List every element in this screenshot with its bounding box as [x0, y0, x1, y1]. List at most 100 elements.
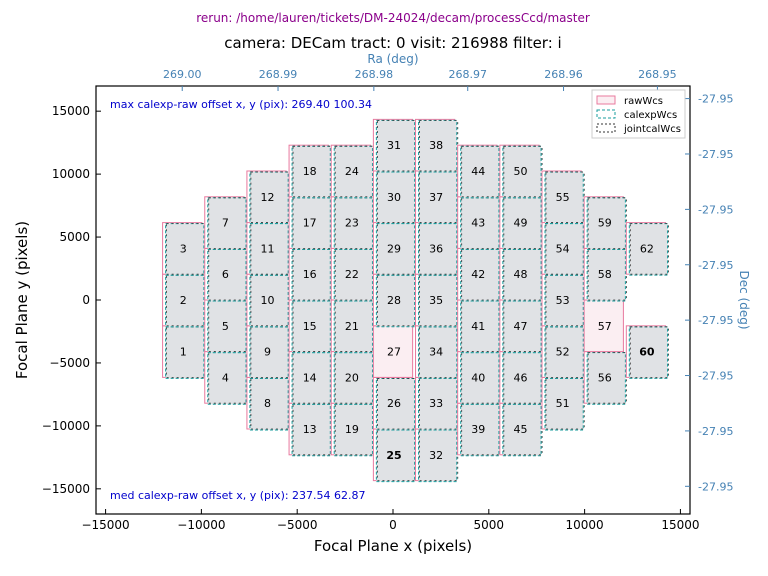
ccd-label: 54 [556, 242, 570, 255]
ccd-fill [418, 326, 457, 379]
ccd-35: 35 [415, 273, 459, 328]
x-tick-label: 5000 [474, 518, 505, 532]
ccd-label: 42 [471, 268, 485, 281]
x-axis-label: Focal Plane x (pixels) [314, 537, 472, 555]
ccd-fill [544, 223, 584, 276]
ccd-fill [165, 326, 204, 379]
ccd-45: 45 [499, 402, 543, 457]
ccd-label: 59 [598, 217, 612, 230]
ccd-fill [544, 171, 584, 224]
ccd-56: 56 [583, 351, 627, 405]
ccd-17: 17 [288, 196, 332, 250]
top-axis-label: Ra (deg) [367, 52, 418, 66]
dec-tick-label: -27.95 [698, 425, 733, 438]
ccd-label: 17 [303, 217, 317, 230]
dec-tick-label: -27.95 [698, 203, 733, 216]
ccd-label: 21 [345, 320, 359, 333]
ra-tick-label: 268.96 [544, 68, 583, 81]
ccd-fill [165, 275, 204, 327]
ccd-label: 45 [513, 423, 527, 436]
legend-label: jointcalWcs [623, 124, 681, 135]
legend-swatch [596, 123, 616, 133]
ccd-label: 8 [264, 397, 271, 410]
ccd-fill [334, 197, 373, 250]
ccd-fill [292, 197, 331, 250]
ccd-20: 20 [330, 351, 374, 405]
ccd-4: 4 [204, 351, 248, 405]
ccd-fill [587, 352, 626, 405]
ccd-fill [334, 301, 373, 353]
ccd-fill [376, 120, 415, 172]
ccd-label: 24 [345, 165, 359, 178]
ccd-label: 40 [471, 371, 485, 384]
ccd-label: 2 [180, 294, 187, 307]
x-tick-label: −5000 [277, 518, 318, 532]
ccd-27: 27 [372, 325, 414, 378]
ccd-label: 41 [471, 320, 485, 333]
ccd-label: 51 [556, 397, 570, 410]
x-tick-label: −10000 [177, 518, 225, 532]
ccd-fill [376, 378, 415, 431]
ccd-label: 19 [345, 423, 359, 436]
ccd-fill [292, 301, 331, 353]
ccd-fill [165, 223, 204, 276]
ccd-38: 38 [415, 118, 459, 173]
ccd-label: 44 [471, 165, 485, 178]
ccd-fill [587, 197, 626, 250]
y-tick-label: 0 [82, 293, 90, 307]
ccd-fill [418, 378, 457, 431]
ccd-fill [544, 275, 584, 327]
rawwcs-outline [583, 299, 624, 353]
ccd-15: 15 [288, 299, 332, 354]
ccd-21: 21 [330, 299, 374, 354]
ccd-fill [587, 249, 626, 301]
ccd-53: 53 [541, 273, 585, 328]
dec-tick-label: -27.95 [698, 480, 733, 493]
ccd-25: 25 [372, 428, 417, 483]
ccd-14: 14 [288, 351, 332, 405]
ccd-label: 43 [471, 217, 485, 230]
ccd-51: 51 [541, 376, 585, 431]
ccd-label: 11 [261, 242, 275, 255]
ccd-42: 42 [457, 247, 501, 302]
ccd-label: 39 [471, 423, 485, 436]
ccd-fill [460, 404, 499, 456]
ccd-label: 33 [429, 397, 443, 410]
y-tick-label: 15000 [52, 104, 90, 118]
ccd-label: 31 [387, 139, 401, 152]
ccd-3: 3 [162, 222, 206, 276]
y-axis-label: Focal Plane y (pixels) [13, 221, 31, 379]
ccd-label: 9 [264, 346, 271, 359]
ccd-59: 59 [583, 196, 627, 250]
ccd-fill [334, 352, 373, 405]
ccd-22: 22 [330, 247, 374, 302]
ccd-fill [207, 352, 247, 405]
rawwcs-outline [372, 325, 414, 378]
ccd-fill [629, 223, 668, 276]
ccd-32: 32 [415, 428, 459, 483]
ccd-label: 52 [556, 346, 570, 359]
ccd-label: 47 [513, 320, 527, 333]
ccd-label: 49 [513, 217, 527, 230]
ccd-label: 6 [222, 268, 229, 281]
ra-tick-label: 269.00 [163, 68, 202, 81]
ccd-fill [376, 430, 415, 482]
ccd-46: 46 [499, 351, 543, 405]
ccd-43: 43 [457, 196, 501, 250]
ccd-label: 26 [387, 397, 401, 410]
ccd-fill [502, 352, 542, 405]
ccd-fill [249, 171, 289, 224]
y-tick-label: 10000 [52, 167, 90, 181]
x-tick-label: 10000 [566, 518, 604, 532]
ccd-41: 41 [457, 299, 501, 354]
ccd-23: 23 [330, 196, 374, 250]
ccd-26: 26 [372, 376, 417, 431]
ccd-fill [460, 249, 499, 301]
y-tick-label: −10000 [42, 419, 90, 433]
ccd-label: 60 [639, 346, 655, 359]
dec-tick-label: -27.95 [698, 370, 733, 383]
ccd-label: 32 [429, 449, 443, 462]
x-tick-label: −15000 [81, 518, 129, 532]
ccd-label: 29 [387, 242, 401, 255]
ccd-fill [502, 301, 542, 353]
